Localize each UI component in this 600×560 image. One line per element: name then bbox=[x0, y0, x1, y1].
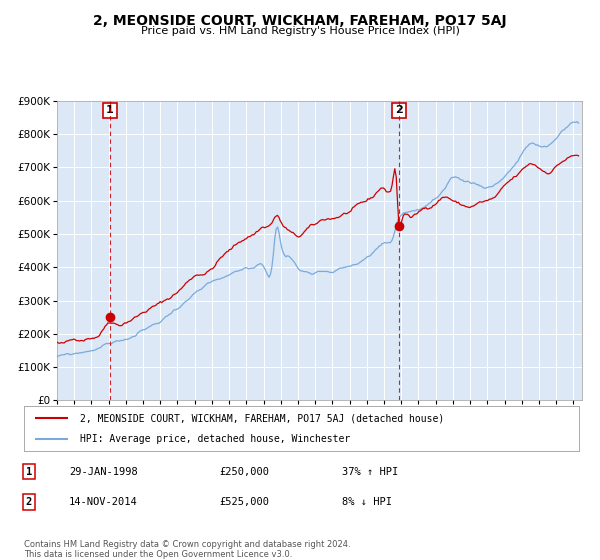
Text: £250,000: £250,000 bbox=[219, 466, 269, 477]
Text: 2, MEONSIDE COURT, WICKHAM, FAREHAM, PO17 5AJ (detached house): 2, MEONSIDE COURT, WICKHAM, FAREHAM, PO1… bbox=[79, 413, 444, 423]
Text: 2: 2 bbox=[395, 105, 403, 115]
Text: 2: 2 bbox=[26, 497, 32, 507]
Text: Contains HM Land Registry data © Crown copyright and database right 2024.
This d: Contains HM Land Registry data © Crown c… bbox=[24, 540, 350, 559]
Text: 1: 1 bbox=[26, 466, 32, 477]
Text: 29-JAN-1998: 29-JAN-1998 bbox=[69, 466, 138, 477]
Text: £525,000: £525,000 bbox=[219, 497, 269, 507]
Text: 8% ↓ HPI: 8% ↓ HPI bbox=[342, 497, 392, 507]
Text: 2, MEONSIDE COURT, WICKHAM, FAREHAM, PO17 5AJ: 2, MEONSIDE COURT, WICKHAM, FAREHAM, PO1… bbox=[93, 14, 507, 28]
Text: 14-NOV-2014: 14-NOV-2014 bbox=[69, 497, 138, 507]
Text: Price paid vs. HM Land Registry's House Price Index (HPI): Price paid vs. HM Land Registry's House … bbox=[140, 26, 460, 36]
Text: HPI: Average price, detached house, Winchester: HPI: Average price, detached house, Winc… bbox=[79, 433, 350, 444]
Text: 1: 1 bbox=[106, 105, 114, 115]
Text: 37% ↑ HPI: 37% ↑ HPI bbox=[342, 466, 398, 477]
